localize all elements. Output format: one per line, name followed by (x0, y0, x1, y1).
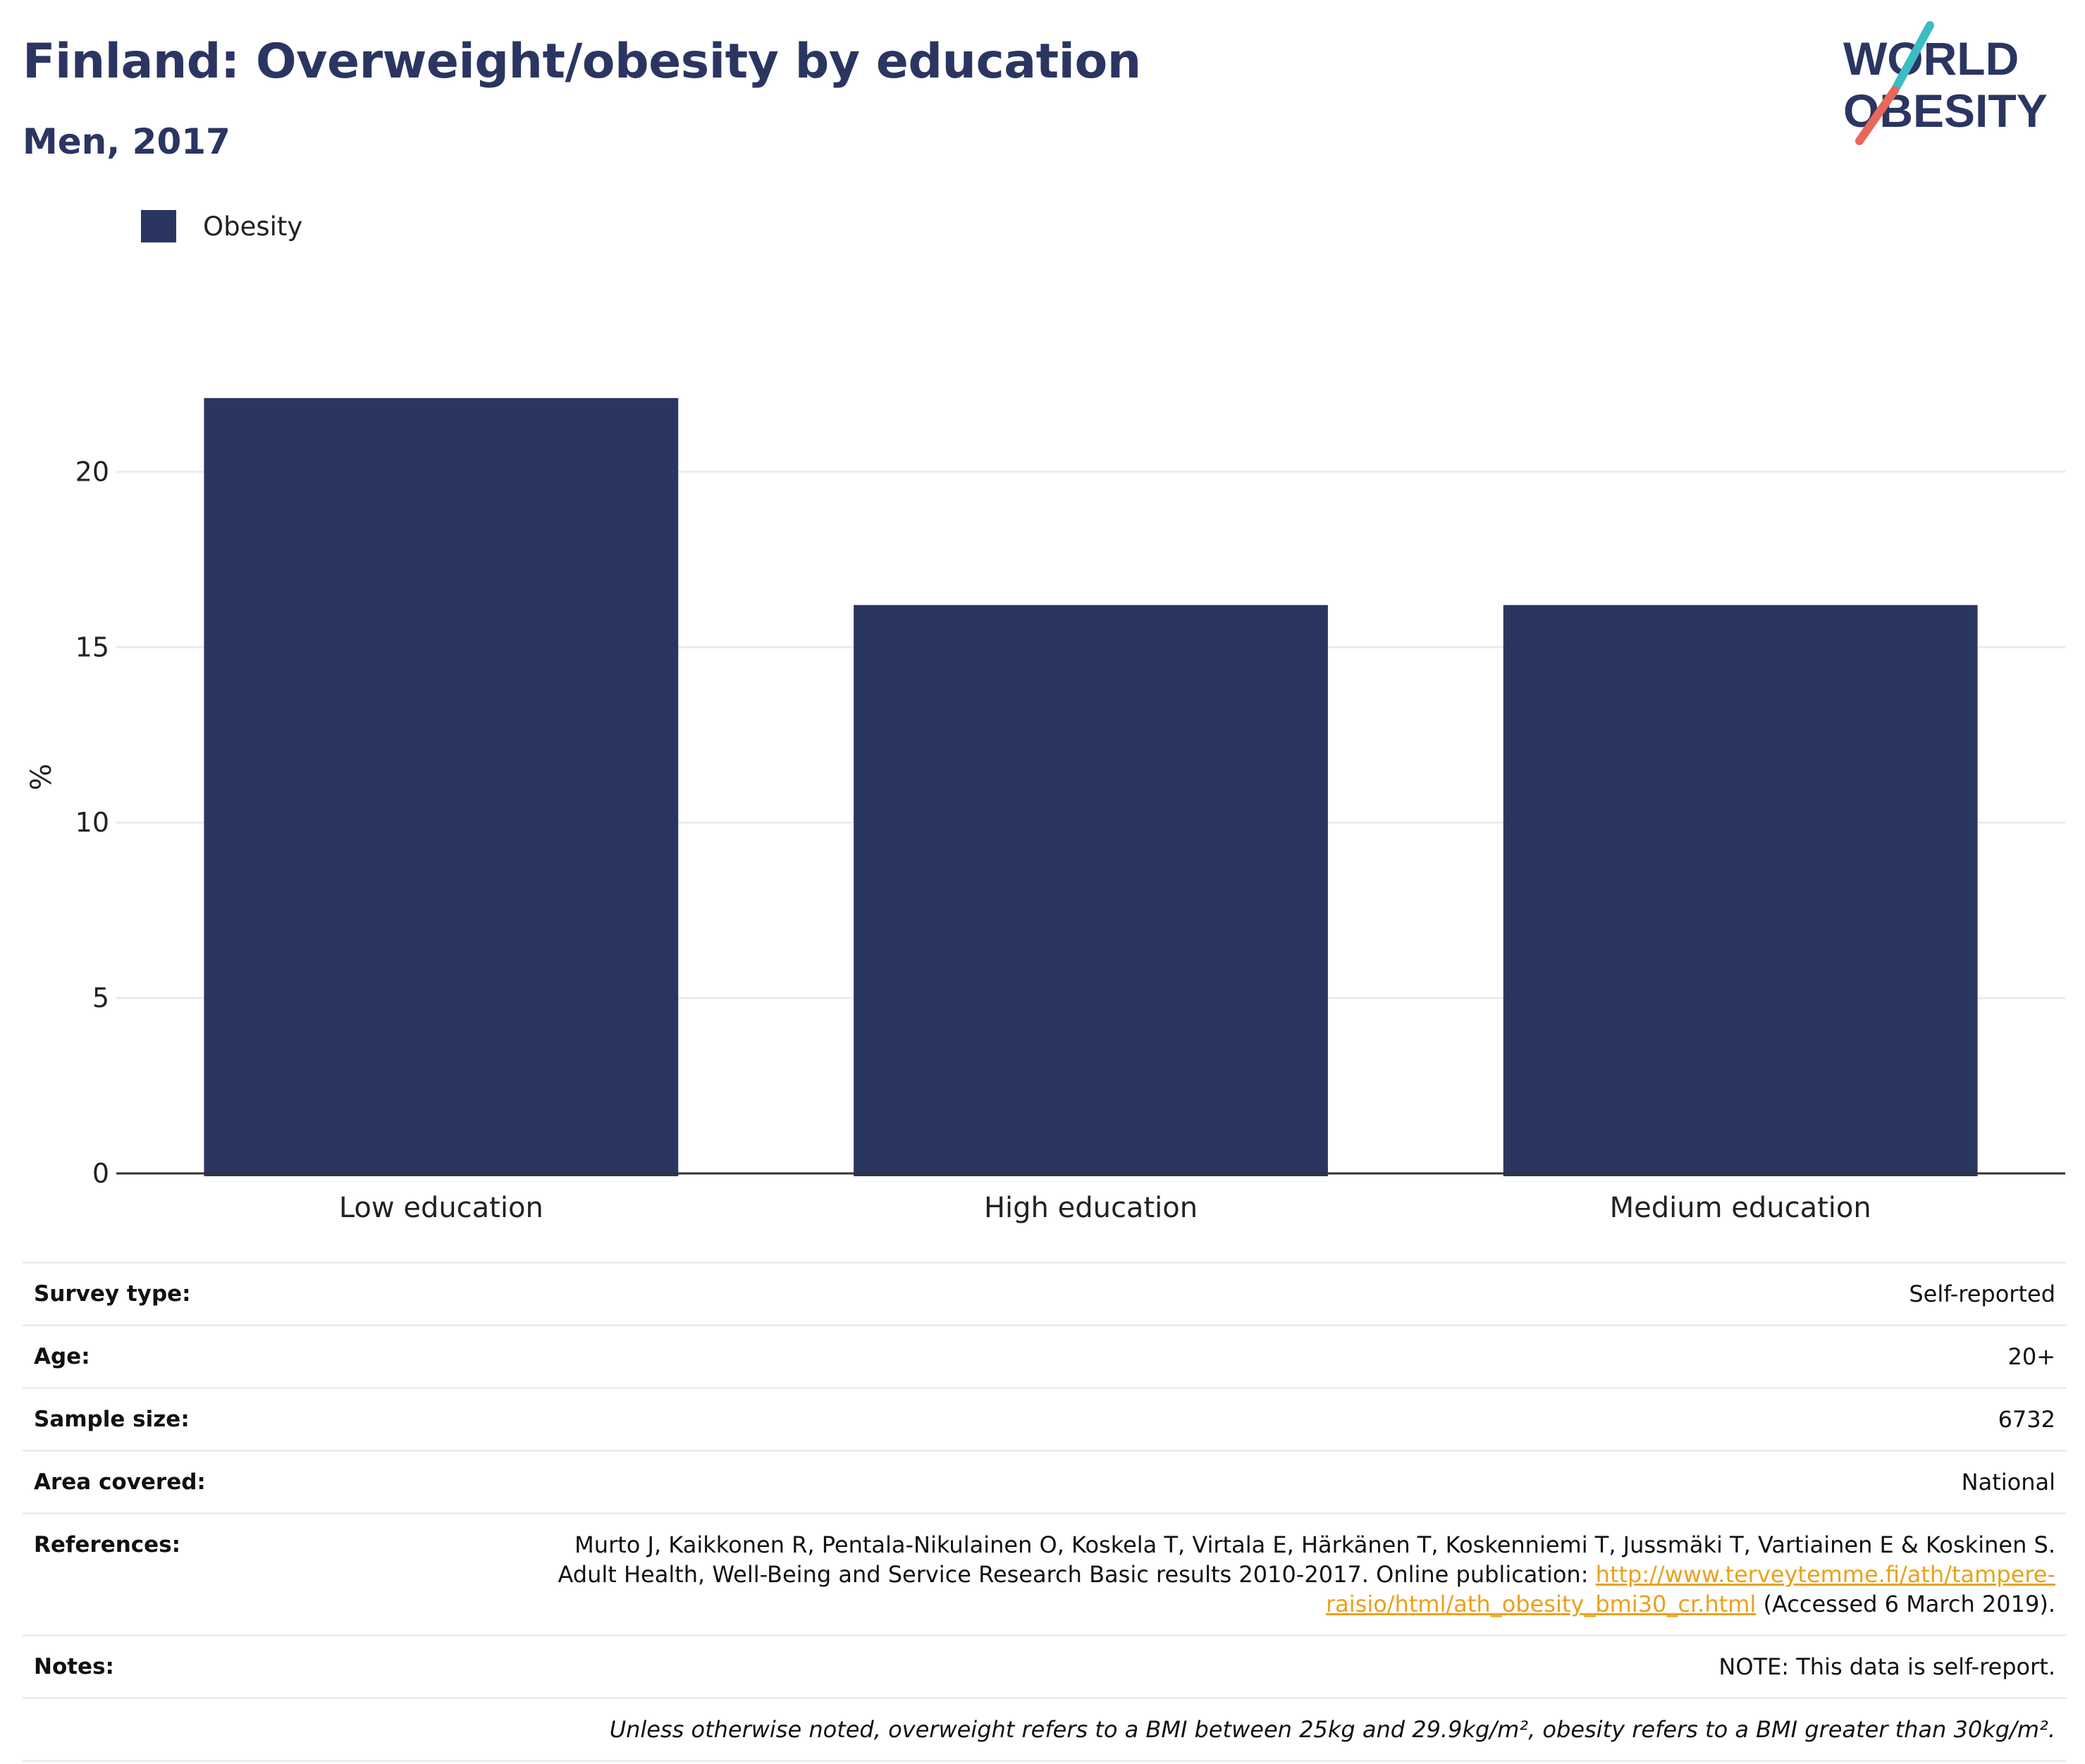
y-tick-label-0: 0 (92, 1158, 109, 1189)
chart-legend: Obesity (141, 210, 302, 242)
y-tick-label-20: 20 (75, 456, 109, 487)
x-tick-label-1: High education (984, 1192, 1198, 1224)
legend-label-obesity: Obesity (203, 211, 303, 242)
age-label: Age: (34, 1344, 90, 1369)
sample-size-label: Sample size: (34, 1407, 190, 1432)
bar-chart: 0 5 10 15 20% Low education High education Medi… (25, 397, 2065, 1224)
references-publication: Adult Health, Well-Being and Service Res… (558, 1561, 1596, 1588)
bar-2 (1503, 605, 1978, 1176)
references-link-part2[interactable]: raisio/html/ath_obesity_bmi30_cr.html (1326, 1591, 1757, 1617)
info-row-notes: Notes: NOTE: This data is self-report. (23, 1634, 2067, 1697)
y-tick-label-10: 10 (75, 807, 109, 838)
bmi-footnote: Unless otherwise noted, overweight refer… (609, 1716, 2055, 1743)
info-row-survey-type: Survey type: Self-reported (23, 1262, 2067, 1324)
references-accessed: (Accessed 6 March 2019). (1756, 1591, 2055, 1617)
page-title: Finland: Overweight/obesity by education (23, 34, 1141, 90)
notes-value: NOTE: This data is self-report. (1718, 1653, 2055, 1680)
bar-0 (204, 397, 679, 1176)
info-row-age: Age: 20+ (23, 1324, 2067, 1387)
references-value: Murto J, Kaikkonen R, Pentala-Nikulainen… (558, 1530, 2055, 1619)
area-value: National (1961, 1469, 2055, 1495)
references-link-part1[interactable]: http://www.terveytemme.fi/ath/tampere- (1595, 1561, 2055, 1588)
y-axis-title: % (25, 763, 58, 790)
bar-1 (854, 605, 1328, 1176)
world-obesity-logo: WORLD OBESITY (1843, 21, 2048, 145)
survey-type-label: Survey type: (34, 1281, 191, 1307)
references-label: References: (34, 1532, 181, 1558)
info-row-references: References: Murto J, Kaikkonen R, Pental… (23, 1512, 2067, 1634)
notes-label: Notes: (34, 1654, 114, 1679)
age-value: 20+ (2007, 1343, 2055, 1370)
survey-type-value: Self-reported (1909, 1281, 2055, 1307)
svg-text:WORLD: WORLD (1843, 32, 2019, 85)
info-row-footnote: Unless otherwise noted, overweight refer… (23, 1697, 2067, 1762)
x-tick-label-2: Medium education (1610, 1192, 1871, 1224)
x-tick-label-0: Low education (339, 1192, 543, 1224)
references-authors: Murto J, Kaikkonen R, Pentala-Nikulainen… (574, 1531, 2055, 1558)
area-label: Area covered: (34, 1469, 206, 1495)
y-tick-label-15: 15 (75, 631, 109, 662)
page-subtitle: Men, 2017 (23, 121, 230, 162)
info-row-sample-size: Sample size: 6732 (23, 1387, 2067, 1450)
legend-swatch-obesity (141, 210, 176, 242)
info-row-area: Area covered: National (23, 1450, 2067, 1512)
survey-info-table: Survey type: Self-reported Age: 20+ Samp… (23, 1262, 2067, 1762)
y-tick-label-5: 5 (92, 982, 109, 1013)
sample-size-value: 6732 (1998, 1406, 2055, 1433)
